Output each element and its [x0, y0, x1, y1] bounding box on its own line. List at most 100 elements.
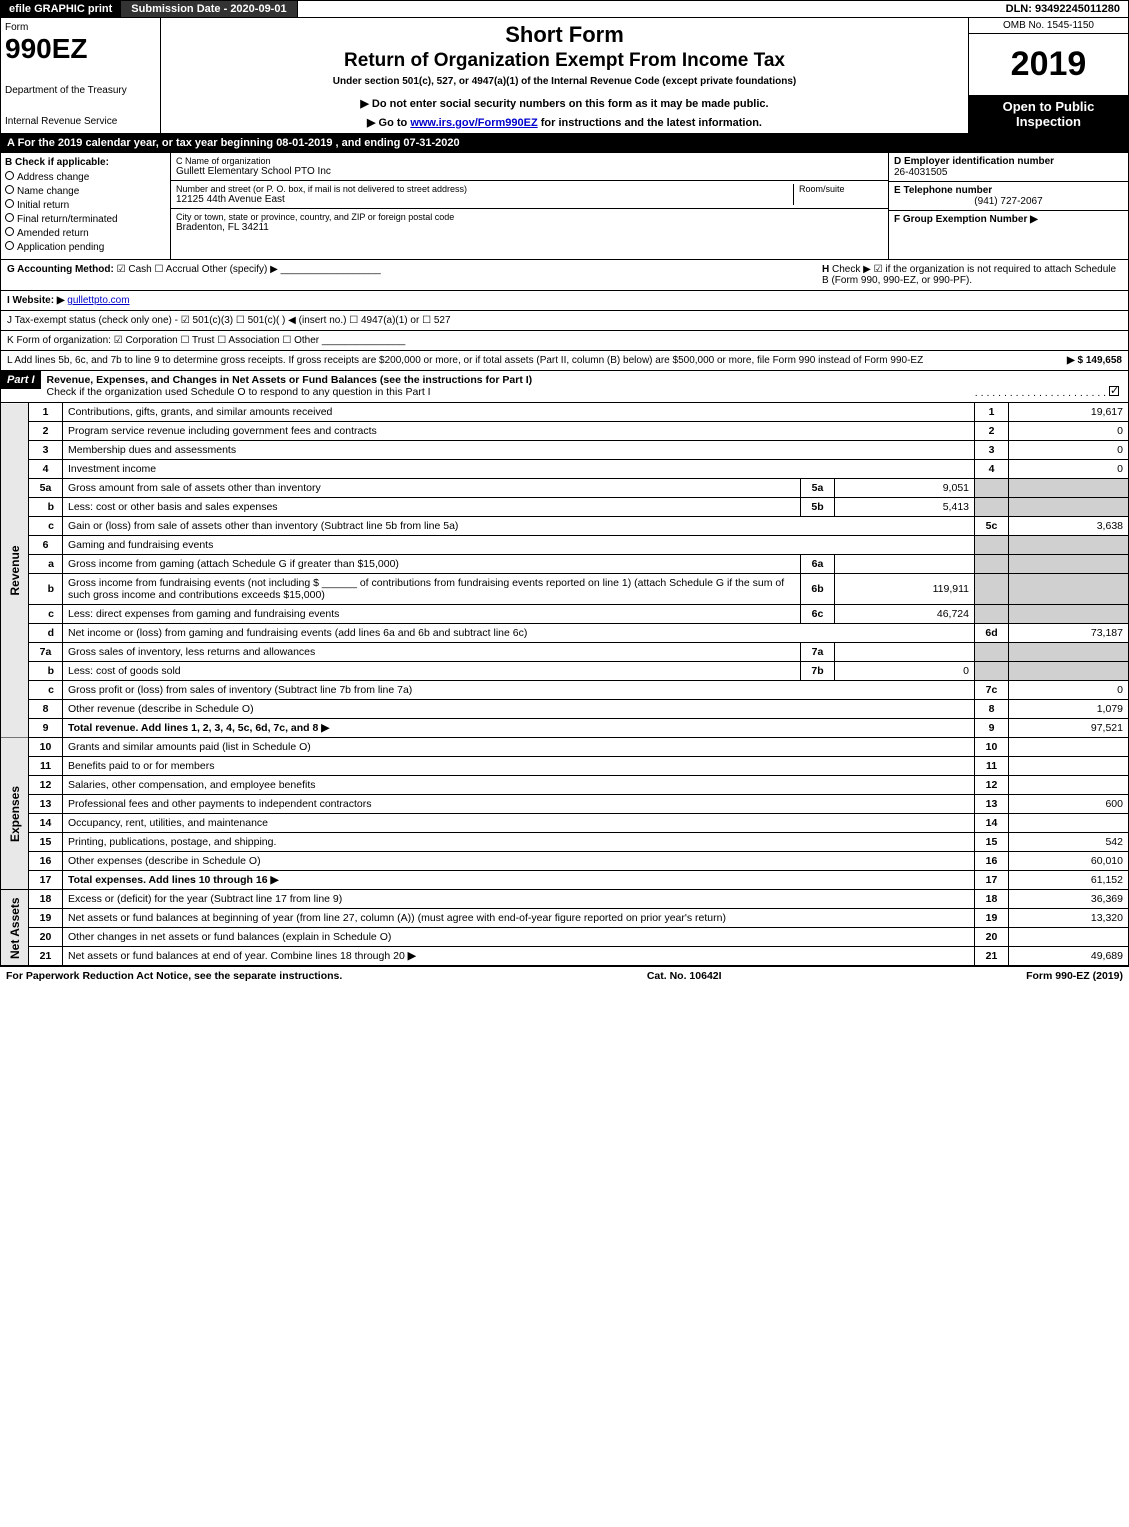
ein-value: 26-4031505: [894, 167, 1123, 178]
col-no-6d: 6d: [975, 624, 1009, 643]
col-val-5c: 3,638: [1009, 517, 1129, 536]
col-val-21: 49,689: [1009, 947, 1129, 966]
line-desc-10: Grants and similar amounts paid (list in…: [63, 738, 975, 757]
inner-no-5a: 5a: [801, 479, 835, 498]
chk-amended-return[interactable]: Amended return: [5, 227, 166, 239]
inner-val-6b: 119,911: [835, 574, 975, 605]
line-g-opts: ☑ Cash ☐ Accrual Other (specify) ▶: [117, 264, 278, 275]
subtitle-2: ▶ Do not enter social security numbers o…: [360, 97, 768, 110]
website-link[interactable]: gullettpto.com: [67, 295, 129, 306]
line-no-20: 20: [29, 928, 63, 947]
box-b-title: B Check if applicable:: [5, 157, 166, 168]
line-desc-12: Salaries, other compensation, and employ…: [63, 776, 975, 795]
col-no-b: [975, 662, 1009, 681]
col-val-2: 0: [1009, 422, 1129, 441]
footer-right: Form 990-EZ (2019): [1026, 970, 1123, 982]
part-1-check-text: Check if the organization used Schedule …: [47, 386, 431, 398]
line-no-c: c: [29, 605, 63, 624]
inner-val-6c: 46,724: [835, 605, 975, 624]
col-no-19: 19: [975, 909, 1009, 928]
col-val-18: 36,369: [1009, 890, 1129, 909]
line-desc-18: Excess or (deficit) for the year (Subtra…: [63, 890, 975, 909]
line-j-text: J Tax-exempt status (check only one) - ☑…: [7, 315, 451, 326]
col-val-a: [1009, 555, 1129, 574]
line-no-15: 15: [29, 833, 63, 852]
line-h-label: H: [822, 264, 829, 275]
form-label: Form: [5, 22, 156, 33]
subtitle-1: Under section 501(c), 527, or 4947(a)(1)…: [333, 76, 796, 87]
inner-val-5a: 9,051: [835, 479, 975, 498]
chk-initial-return[interactable]: Initial return: [5, 199, 166, 211]
chk-application-pending[interactable]: Application pending: [5, 241, 166, 253]
col-no-18: 18: [975, 890, 1009, 909]
irs-link[interactable]: www.irs.gov/Form990EZ: [410, 117, 537, 129]
line-k-text: K Form of organization: ☑ Corporation ☐ …: [7, 335, 319, 346]
box-c-city-label: City or town, state or province, country…: [176, 212, 883, 222]
inner-no-6a: 6a: [801, 555, 835, 574]
line-g-label: G Accounting Method:: [7, 264, 114, 275]
col-val-9: 97,521: [1009, 719, 1129, 738]
line-no-7a: 7a: [29, 643, 63, 662]
line-desc-b: Less: cost of goods sold: [63, 662, 801, 681]
line-desc-b: Less: cost or other basis and sales expe…: [63, 498, 801, 517]
subtitle-3: ▶ Go to www.irs.gov/Form990EZ for instru…: [367, 116, 762, 129]
part-1-checkbox[interactable]: [1109, 386, 1119, 396]
side-label-expenses: Expenses: [1, 738, 29, 890]
chk-final-return[interactable]: Final return/terminated: [5, 213, 166, 225]
col-val-12: [1009, 776, 1129, 795]
col-no-9: 9: [975, 719, 1009, 738]
dln-label: DLN: 93492245011280: [998, 1, 1128, 17]
col-no-1: 1: [975, 403, 1009, 422]
col-val-1: 19,617: [1009, 403, 1129, 422]
tax-year-line: A For the 2019 calendar year, or tax yea…: [0, 134, 1129, 153]
col-no-17: 17: [975, 871, 1009, 890]
line-desc-17: Total expenses. Add lines 10 through 16 …: [63, 871, 975, 890]
line-no-c: c: [29, 517, 63, 536]
col-val-7a: [1009, 643, 1129, 662]
line-desc-c: Gross profit or (loss) from sales of inv…: [63, 681, 975, 700]
line-no-17: 17: [29, 871, 63, 890]
line-desc-9: Total revenue. Add lines 1, 2, 3, 4, 5c,…: [63, 719, 975, 738]
part-1-label: Part I: [1, 371, 41, 389]
col-no-21: 21: [975, 947, 1009, 966]
col-val-7c: 0: [1009, 681, 1129, 700]
line-no-12: 12: [29, 776, 63, 795]
line-no-8: 8: [29, 700, 63, 719]
side-label-revenue: Revenue: [1, 403, 29, 738]
inner-val-7b: 0: [835, 662, 975, 681]
submission-date: Submission Date - 2020-09-01: [121, 1, 297, 17]
line-desc-11: Benefits paid to or for members: [63, 757, 975, 776]
line-desc-14: Occupancy, rent, utilities, and maintena…: [63, 814, 975, 833]
col-val-14: [1009, 814, 1129, 833]
col-val-4: 0: [1009, 460, 1129, 479]
line-l-amount: ▶ $ 149,658: [1067, 355, 1122, 366]
footer: For Paperwork Reduction Act Notice, see …: [0, 966, 1129, 985]
chk-address-change[interactable]: Address change: [5, 171, 166, 183]
line-no-11: 11: [29, 757, 63, 776]
col-no-7a: [975, 643, 1009, 662]
line-no-b: b: [29, 662, 63, 681]
line-g-h: G Accounting Method: ☑ Cash ☐ Accrual Ot…: [0, 260, 1129, 291]
box-d-label: D Employer identification number: [894, 156, 1123, 167]
part-1-header: Part I Revenue, Expenses, and Changes in…: [0, 371, 1129, 403]
line-desc-c: Less: direct expenses from gaming and fu…: [63, 605, 801, 624]
line-desc-5a: Gross amount from sale of assets other t…: [63, 479, 801, 498]
line-no-21: 21: [29, 947, 63, 966]
chk-name-change[interactable]: Name change: [5, 185, 166, 197]
efile-label[interactable]: efile GRAPHIC print: [1, 1, 121, 17]
inner-no-6c: 6c: [801, 605, 835, 624]
line-l: L Add lines 5b, 6c, and 7b to line 9 to …: [0, 351, 1129, 371]
line-i-label: I Website: ▶: [7, 295, 65, 306]
top-bar: efile GRAPHIC print Submission Date - 20…: [0, 0, 1129, 18]
box-e-label: E Telephone number: [894, 185, 1123, 196]
inner-val-5b: 5,413: [835, 498, 975, 517]
tax-year: 2019: [969, 34, 1128, 95]
omb-number: OMB No. 1545-1150: [969, 18, 1128, 34]
line-no-19: 19: [29, 909, 63, 928]
col-val-10: [1009, 738, 1129, 757]
line-desc-4: Investment income: [63, 460, 975, 479]
col-val-13: 600: [1009, 795, 1129, 814]
col-val-6d: 73,187: [1009, 624, 1129, 643]
col-no-8: 8: [975, 700, 1009, 719]
line-no-14: 14: [29, 814, 63, 833]
